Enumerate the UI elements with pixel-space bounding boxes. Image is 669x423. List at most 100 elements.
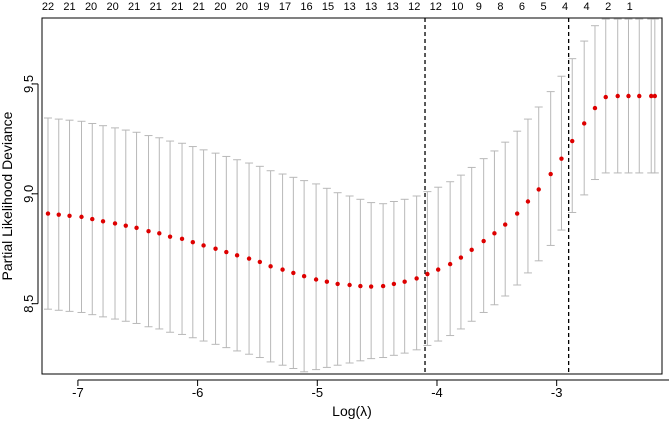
top-count-label: 8	[497, 1, 503, 13]
x-tick-label: -4	[431, 385, 443, 400]
data-point	[324, 279, 330, 284]
data-point	[469, 247, 474, 253]
top-count-label: 21	[128, 1, 140, 13]
x-tick-label: -6	[192, 385, 204, 400]
data-point	[592, 105, 598, 111]
data-point	[45, 211, 51, 216]
y-tick-label: 9.5	[21, 75, 36, 93]
y-tick-label: 9.0	[21, 185, 36, 203]
data-point	[157, 231, 162, 236]
data-point	[301, 274, 307, 279]
top-count-label: 21	[193, 1, 205, 13]
x-tick-label: -7	[72, 385, 84, 400]
data-point	[582, 121, 587, 126]
plot-frame	[41, 17, 663, 375]
data-point	[213, 246, 218, 251]
y-axis: 8.5 9.0 9.5	[21, 75, 39, 313]
top-count-label: 4	[562, 1, 568, 13]
data-point	[536, 187, 541, 192]
top-count-label: 17	[279, 1, 291, 13]
data-point	[380, 283, 386, 289]
top-count-label: 5	[540, 1, 546, 13]
data-point	[447, 261, 453, 267]
data-point	[146, 228, 151, 234]
data-point	[425, 271, 430, 277]
data-point	[570, 138, 575, 144]
data-point	[414, 276, 419, 281]
top-count-label: 16	[300, 1, 312, 13]
top-count-label: 20	[106, 1, 118, 13]
data-point	[626, 93, 631, 99]
top-count-label: 13	[365, 1, 377, 13]
data-point	[458, 255, 464, 260]
data-point	[100, 219, 106, 224]
x-axis: -7-6-5-4-3-2	[72, 379, 669, 400]
data-point	[90, 216, 95, 222]
top-count-label: 21	[150, 1, 162, 13]
top-count-label: 22	[42, 1, 54, 13]
data-point	[335, 281, 340, 287]
top-count-label: 13	[343, 1, 355, 13]
data-point	[291, 270, 296, 276]
reference-lines	[424, 18, 570, 374]
data-point	[368, 284, 374, 289]
data-point	[112, 221, 118, 226]
data-point	[652, 93, 658, 99]
data-point	[503, 222, 508, 227]
top-count-label: 20	[236, 1, 248, 13]
data-point	[391, 281, 397, 287]
data-point	[234, 253, 240, 258]
data-point	[179, 236, 185, 242]
top-axis-labels: 22 21 20 20 21 21 21 21 20 20 19 17 16 15 13 13 13 12 12 10…	[42, 1, 633, 13]
data-point	[649, 93, 654, 99]
data-point	[514, 211, 520, 216]
data-point	[79, 214, 84, 220]
data-point	[637, 93, 642, 99]
data-point	[402, 279, 407, 284]
top-count-label: 12	[408, 1, 420, 13]
data-point	[257, 259, 263, 265]
top-count-label: 20	[214, 1, 226, 13]
top-count-label: 4	[584, 1, 590, 13]
x-axis-title: Log(λ)	[332, 403, 372, 419]
data-point	[435, 267, 441, 272]
data-point	[201, 243, 206, 248]
data-point	[224, 249, 229, 255]
top-count-label: 21	[171, 1, 183, 13]
data-point	[548, 171, 553, 177]
top-count-label: 9	[476, 1, 482, 13]
top-count-label: 6	[519, 1, 525, 13]
data-point	[492, 231, 497, 236]
data-point	[56, 212, 61, 217]
top-count-label: 13	[387, 1, 399, 13]
x-tick-label: -5	[312, 385, 324, 400]
top-count-label: 10	[451, 1, 463, 13]
data-point	[67, 213, 72, 218]
y-tick-label: 8.5	[21, 295, 36, 313]
data-point	[559, 156, 564, 161]
data-point	[347, 282, 352, 288]
top-count-label: 20	[85, 1, 97, 13]
data-point	[123, 223, 128, 228]
data-point	[525, 199, 531, 204]
data-point	[615, 93, 620, 99]
top-count-label: 12	[430, 1, 442, 13]
data-point	[603, 94, 608, 100]
top-count-label: 2	[605, 1, 611, 13]
data-point	[246, 256, 252, 261]
data-point	[134, 225, 139, 231]
top-count-label: 19	[257, 1, 269, 13]
top-count-label: 21	[63, 1, 75, 13]
data-point	[313, 277, 319, 282]
top-count-label: 15	[322, 1, 334, 13]
data-point	[190, 239, 196, 245]
data-points	[45, 93, 658, 289]
data-point	[268, 264, 273, 269]
x-tick-label: -3	[551, 385, 563, 400]
data-point	[167, 234, 173, 239]
top-count-label: 1	[627, 1, 633, 13]
data-point	[481, 238, 486, 244]
data-point	[358, 283, 363, 289]
data-point	[280, 267, 285, 272]
